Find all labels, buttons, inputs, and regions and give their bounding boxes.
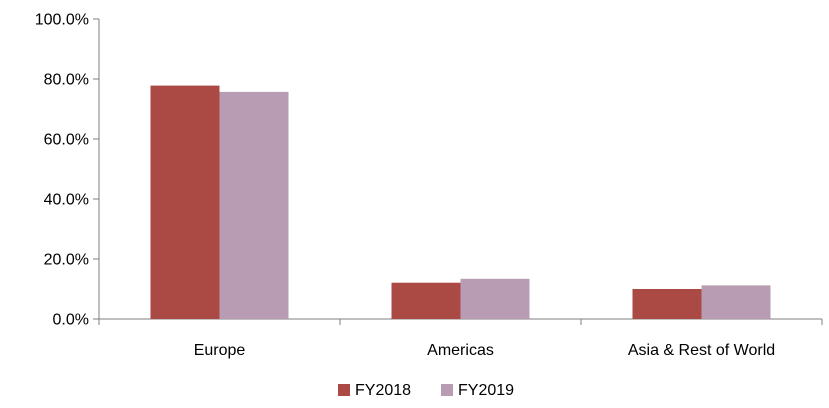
bar-fy2018-asia-rest-of-world	[632, 289, 702, 319]
y-tick-label: 0.0%	[53, 312, 89, 329]
x-tick-label: Europe	[194, 342, 246, 359]
y-tick-label: 100.0%	[35, 12, 89, 29]
bar-fy2019-europe	[219, 91, 289, 320]
legend-label-fy2019: FY2019	[458, 382, 514, 399]
legend-swatch-fy2018	[338, 384, 350, 396]
x-tick-label: Asia & Rest of World	[628, 342, 775, 359]
bar-fy2018-americas	[391, 282, 461, 319]
x-tick-label: Americas	[427, 342, 494, 359]
legend-swatch-fy2019	[441, 384, 453, 396]
y-tick-label: 80.0%	[44, 72, 89, 89]
y-tick-label: 20.0%	[44, 252, 89, 269]
legend-label-fy2018: FY2018	[355, 382, 411, 399]
x-axis: Europe Americas Asia & Rest of World	[98, 318, 823, 359]
y-tick-label: 60.0%	[44, 132, 89, 149]
y-axis: 0.0% 20.0% 40.0% 60.0% 80.0% 100.0%	[35, 12, 100, 329]
bar-fy2019-americas	[460, 278, 530, 319]
bar-fy2019-asia-rest-of-world	[701, 285, 771, 319]
bar-fy2018-europe	[150, 85, 220, 319]
legend: FY2018 FY2019	[338, 382, 514, 399]
y-tick-label: 40.0%	[44, 192, 89, 209]
bars-group	[150, 85, 771, 320]
